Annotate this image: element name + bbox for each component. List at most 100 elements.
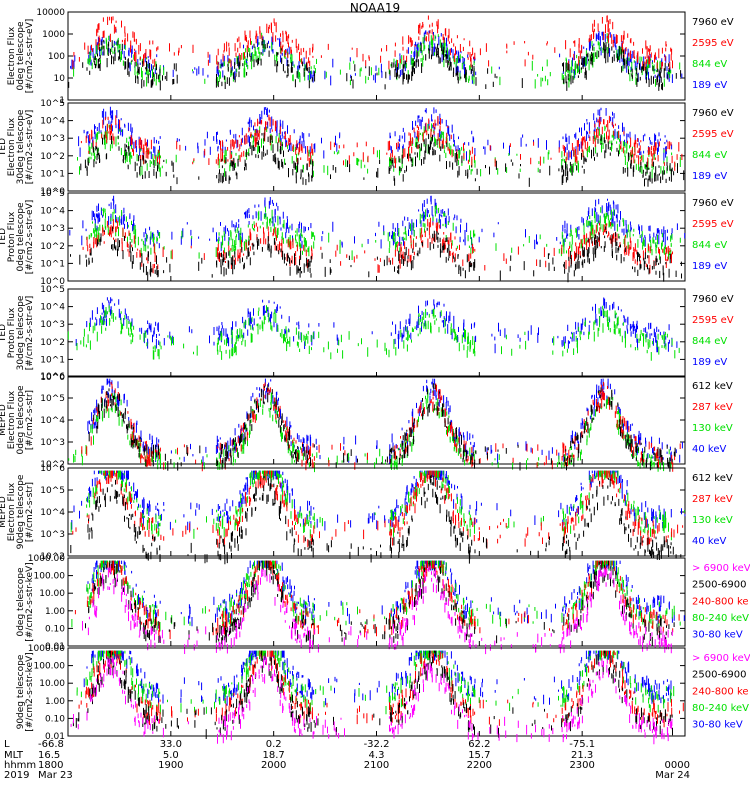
data-series-844-eV [86, 205, 681, 260]
x-tick-label: 1900 [158, 760, 183, 771]
x-row-label: MLT [4, 750, 24, 761]
x-tick-label: 1800 [38, 760, 63, 771]
x-tick-label: 2300 [569, 760, 594, 771]
data-series-130-keV [70, 470, 685, 541]
legend-entry: 287 keV [692, 402, 733, 413]
y-tick-label: 10^4 [40, 508, 65, 518]
legend-entry: > 6900 keV [692, 563, 750, 574]
x-row-label: L [4, 739, 10, 750]
legend-entry: 80-240 keV [692, 703, 749, 714]
y-tick-label: 0.10 [45, 714, 65, 724]
legend-entry: 612 keV [692, 473, 733, 484]
y-tick-label: 10^1 [40, 259, 65, 269]
x-tick-label: 5.0 [163, 750, 179, 761]
y-tick-label: 10^6 [40, 372, 65, 382]
legend-entry: 240-800 ke [692, 686, 749, 697]
y-axis-label: Proton Flux [7, 211, 17, 262]
data-series-612-keV [70, 475, 682, 565]
y-tick-label: 10^5 [40, 285, 65, 295]
y-tick-label: 10^2 [40, 338, 65, 348]
y-tick-label: 10000 [36, 8, 65, 18]
y-axis-label: Proton Flux [7, 307, 17, 358]
y-tick-label: 10^5 [40, 394, 65, 404]
legend-entry: 189 eV [692, 261, 727, 272]
y-tick-label: 10^3 [40, 530, 65, 540]
y-tick-label: 10^2 [40, 242, 65, 252]
data-series-2595-eV [82, 217, 673, 274]
y-tick-label: 10^6 [40, 464, 65, 474]
legend-entry: > 6900 keV [692, 653, 750, 664]
x-tick-label: 62.2 [468, 739, 490, 750]
legend-entry: 7960 eV [692, 108, 734, 119]
data-series-30-80-keV [83, 650, 672, 706]
data-series-240-800-ke [78, 650, 684, 728]
x-tick-label: 2100 [364, 760, 389, 771]
y-axis-label: 0deg telescope [16, 21, 26, 91]
y-tick-label: 10^0 [40, 373, 65, 383]
legend-entry: 30-80 keV [692, 720, 743, 731]
y-tick-label: 1000.00 [28, 554, 65, 564]
y-tick-label: 10^2 [40, 152, 65, 162]
data-series-189-eV [75, 297, 678, 354]
y-tick-label: 10^2 [40, 460, 65, 470]
y-axis-label: [#/cm2-s-str-eV] [25, 19, 35, 94]
data-series-844-eV [67, 305, 680, 361]
x-tick-label: 16.5 [38, 750, 60, 761]
data-series-80-240-keV [76, 650, 675, 715]
x-tick-label: 2000 [261, 760, 286, 771]
y-axis-label: 30deg telescope [16, 109, 26, 184]
data-series-7960-eV [80, 132, 685, 187]
x-row-label: hhmm [4, 760, 36, 771]
y-axis-label: Electron Flux [7, 390, 17, 449]
legend-entry: 844 eV [692, 240, 727, 251]
x-tick-label: 21.3 [571, 750, 593, 761]
data-series-80-240-keV [71, 560, 681, 632]
panel-4: 10^0 10^1 10^2 10^3 10^4 10^5 TED Proton Flux 30… [0, 285, 734, 383]
y-tick-label: 10^3 [40, 224, 65, 234]
data-series-7960-eV [70, 226, 682, 283]
legend-entry: 130 keV [692, 423, 733, 434]
y-axis-label: [#/cm2-s-str-keV] [25, 562, 35, 641]
y-tick-label: 0.10 [45, 624, 65, 634]
legend-entry: 2595 eV [692, 38, 734, 49]
y-tick-label: 10^4 [40, 207, 65, 217]
panel-1: 1 10 100 1000 10000 Electron Flux 0deg telesco… [7, 8, 734, 106]
panel-2: 10^0 10^1 10^2 10^3 10^4 10^5 TED Electron Flux… [0, 99, 734, 197]
x-tick-label: -66.8 [38, 739, 64, 750]
y-axis-label: MEPED [0, 404, 8, 436]
y-tick-label: 10^3 [40, 134, 65, 144]
y-tick-label: 10^5 [40, 189, 65, 199]
data-series--6900-keV [70, 655, 673, 745]
y-axis-label: 30deg telescope [16, 295, 26, 370]
y-axis-label: [#/cm2-s-str] [25, 390, 35, 450]
y-tick-label: 10.00 [39, 679, 65, 689]
y-tick-label: 10^4 [40, 416, 65, 426]
y-tick-label: 10^5 [40, 486, 65, 496]
legend-entry: 189 eV [692, 171, 727, 182]
y-axis-label: 0deg telescope [16, 567, 26, 637]
legend-entry: 2595 eV [692, 129, 734, 140]
legend-entry: 2595 eV [692, 219, 734, 230]
y-axis-label: [#/cm2-s-str] [25, 482, 35, 542]
legend-entry: 7960 eV [692, 294, 734, 305]
panel-5: 10^2 10^3 10^4 10^5 10^6 MEPED Electron Flux 0d… [0, 372, 733, 473]
legend-entry: 7960 eV [692, 17, 734, 28]
x-tick-label: 0000 [665, 760, 690, 771]
legend-entry: 844 eV [692, 150, 727, 161]
y-axis-label: TED [0, 138, 8, 157]
y-tick-label: 10^0 [40, 277, 65, 287]
data-series-612-keV [88, 383, 676, 472]
data-series-240-800-ke [74, 560, 680, 640]
y-axis-label: 90deg telescope [16, 654, 26, 729]
y-tick-label: 100.00 [34, 662, 66, 672]
legend-entry: 2595 eV [692, 315, 734, 326]
y-tick-label: 1000.00 [28, 644, 65, 654]
x-tick-label: 2200 [467, 760, 492, 771]
data-series--6900-keV [82, 565, 673, 655]
y-axis-label: [#/cm2-s-str-eV] [25, 110, 35, 185]
legend-entry: 287 keV [692, 494, 733, 505]
